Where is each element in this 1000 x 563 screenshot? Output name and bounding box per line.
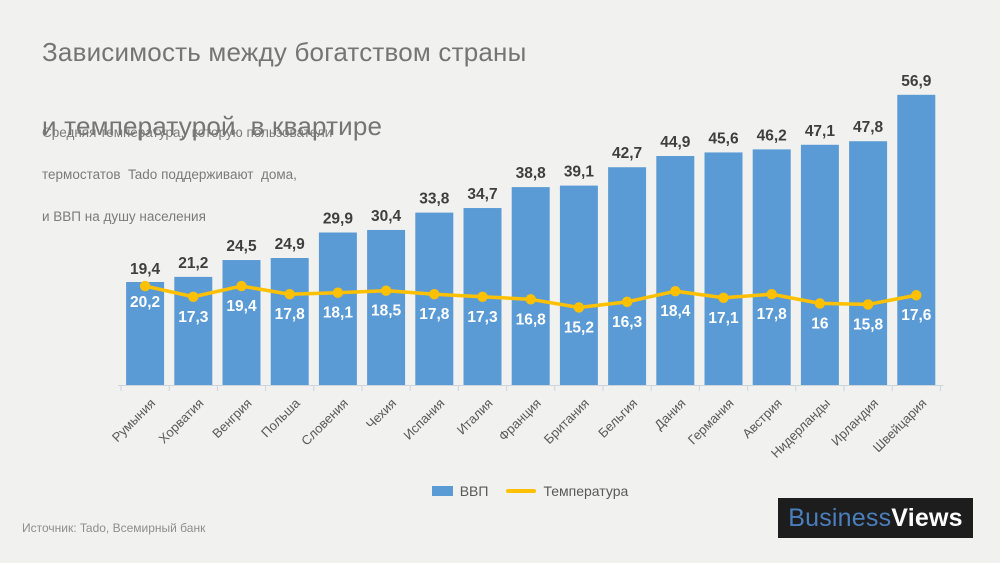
gdp-value-label: 46,2 — [757, 127, 787, 144]
temperature-point — [573, 302, 585, 313]
temperature-point — [621, 296, 633, 308]
temperature-value-label: 17,3 — [467, 309, 498, 326]
temperature-point — [814, 298, 826, 309]
category-label: Венгрия — [209, 396, 255, 442]
temperature-point — [862, 299, 874, 310]
temperature-value-label: 15,8 — [853, 316, 884, 333]
temperature-value-label: 17,8 — [275, 306, 306, 323]
temperature-line-swatch-icon — [506, 489, 537, 493]
page-title: Зависимость между богатством страны и те… — [42, 34, 527, 145]
category-label: Бельгия — [595, 396, 640, 441]
source-note: Источник: Tado, Всемирный банк — [22, 521, 206, 535]
temperature-value-label: 16,8 — [516, 311, 547, 328]
gdp-value-label: 47,8 — [853, 119, 884, 136]
temperature-point — [332, 287, 344, 298]
gdp-value-label: 34,7 — [467, 186, 497, 203]
gdp-value-label: 20,2 — [130, 294, 160, 311]
gdp-bar — [608, 167, 647, 385]
temperature-value-label: 17,3 — [178, 309, 209, 326]
temperature-value-label: 18,5 — [371, 303, 402, 320]
category-label: Британия — [541, 396, 592, 447]
category-label: Испания — [400, 396, 447, 443]
title-line2: и температурой в квартире — [42, 111, 383, 141]
logo-business-text: Business — [788, 503, 892, 532]
subtitle-line1: Средняя температура, которую пользовател… — [42, 125, 333, 140]
temperature-value-label: 18,4 — [660, 303, 691, 320]
gdp-bar — [511, 187, 550, 385]
category-label: Франция — [496, 396, 544, 444]
category-label: Румыния — [109, 396, 158, 445]
gdp-bar — [559, 185, 598, 385]
gdp-value-label: 42,7 — [612, 145, 642, 162]
gdp-bar — [752, 149, 791, 385]
title-line1: Зависимость между богатством страны — [42, 37, 527, 67]
temperature-point — [284, 289, 295, 300]
businessviews-logo: Business Views — [778, 498, 973, 538]
temperature-point — [766, 289, 777, 300]
gdp-bar — [800, 144, 839, 385]
gdp-value-label: 38,8 — [516, 165, 547, 182]
gdp-value-label: 24,9 — [275, 236, 306, 253]
gdp-bar — [704, 152, 743, 385]
temperature-value-label: 19,4 — [130, 261, 161, 278]
category-label: Австрия — [739, 396, 785, 442]
category-label: Чехия — [363, 396, 399, 432]
temperature-value-label: 17,8 — [419, 306, 450, 323]
temperature-value-label: 17,1 — [708, 310, 739, 327]
gdp-value-label: 33,8 — [419, 191, 450, 208]
subtitle-line3: и ВВП на душу населения — [42, 209, 206, 224]
temperature-point — [911, 290, 922, 301]
temperature-point — [670, 285, 681, 297]
chart-subtitle: Средняя температура, которую пользовател… — [42, 122, 332, 227]
temperature-point — [380, 285, 392, 296]
gdp-value-label: 21,2 — [178, 255, 208, 272]
temperature-value-label: 19,4 — [226, 298, 257, 315]
gdp-bar — [222, 260, 261, 385]
subtitle-line2: термостатов Tado поддерживают дома, — [42, 167, 297, 182]
temperature-value-label: 17,8 — [757, 306, 788, 323]
temperature-point — [429, 289, 440, 300]
logo-views-text: Views — [891, 503, 963, 532]
temperature-point — [718, 292, 729, 303]
temperature-point — [188, 291, 199, 302]
category-label: Дания — [651, 396, 688, 433]
legend: ВВП Температура — [120, 483, 940, 499]
gdp-value-label: 29,9 — [323, 211, 354, 228]
legend-item-temperature: Температура — [506, 483, 628, 499]
gdp-bar-swatch-icon — [431, 486, 453, 496]
gdp-bar — [897, 94, 936, 385]
category-label: Хорватия — [156, 396, 207, 447]
gdp-value-label: 44,9 — [660, 134, 691, 151]
gdp-value-label: 30,4 — [371, 208, 402, 225]
category-label: Словения — [298, 396, 351, 449]
gdp-bar — [270, 258, 309, 385]
gdp-bar — [367, 229, 406, 385]
gdp-value-label: 24,5 — [226, 238, 257, 255]
category-label: Германия — [685, 396, 737, 448]
temperature-legend-label: Температура — [543, 483, 629, 499]
gdp-value-label: 39,1 — [564, 164, 595, 181]
gdp-value-label: 56,9 — [901, 73, 932, 90]
gdp-value-label: 45,6 — [708, 130, 739, 147]
gdp-value-label: 47,1 — [805, 123, 836, 140]
temperature-value-label: 17,6 — [901, 307, 932, 324]
temperature-value-label: 16,3 — [612, 314, 643, 331]
temperature-value-label: 18,1 — [323, 305, 354, 322]
gdp-legend-label: ВВП — [459, 483, 489, 499]
gdp-bar — [126, 281, 165, 385]
temperature-point — [525, 294, 536, 305]
legend-item-gdp: ВВП — [431, 483, 489, 499]
temperature-value-label: 15,2 — [564, 319, 594, 336]
temperature-point — [139, 280, 151, 292]
temperature-point — [477, 291, 488, 302]
category-label: Италия — [454, 396, 496, 438]
temperature-value-label: 16 — [811, 315, 829, 332]
gdp-bar — [849, 141, 888, 385]
temperature-point — [236, 280, 247, 292]
gdp-bar — [318, 232, 357, 385]
gdp-bar — [656, 156, 695, 385]
category-label: Польша — [258, 395, 303, 440]
